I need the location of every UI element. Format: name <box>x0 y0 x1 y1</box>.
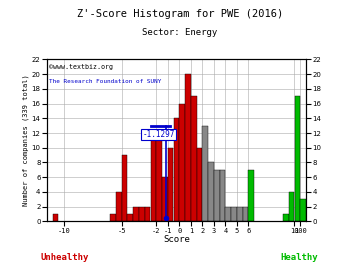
Bar <box>53 214 58 221</box>
Bar <box>248 170 254 221</box>
Bar <box>220 170 225 221</box>
Bar <box>243 207 248 221</box>
Bar <box>122 155 127 221</box>
Bar <box>127 214 133 221</box>
Bar <box>202 126 208 221</box>
Bar <box>197 148 202 221</box>
Bar <box>145 207 150 221</box>
Y-axis label: Number of companies (339 total): Number of companies (339 total) <box>22 75 29 206</box>
Text: Healthy: Healthy <box>280 253 318 262</box>
Bar <box>150 133 156 221</box>
Bar <box>174 118 179 221</box>
Bar <box>294 96 300 221</box>
Bar <box>231 207 237 221</box>
Text: Unhealthy: Unhealthy <box>41 253 89 262</box>
Bar <box>110 214 116 221</box>
Text: -1.1297: -1.1297 <box>143 130 175 139</box>
Bar <box>225 207 231 221</box>
Bar <box>283 214 289 221</box>
Bar <box>162 177 168 221</box>
Bar <box>300 199 306 221</box>
Bar <box>237 207 243 221</box>
Bar <box>156 140 162 221</box>
Bar <box>139 207 145 221</box>
Bar <box>208 163 214 221</box>
Bar <box>133 207 139 221</box>
Bar <box>214 170 220 221</box>
Text: Z'-Score Histogram for PWE (2016): Z'-Score Histogram for PWE (2016) <box>77 9 283 19</box>
Bar <box>289 192 294 221</box>
Bar <box>116 192 122 221</box>
Text: Sector: Energy: Sector: Energy <box>142 28 218 37</box>
Bar <box>191 96 197 221</box>
Text: The Research Foundation of SUNY: The Research Foundation of SUNY <box>49 79 162 84</box>
Bar <box>185 74 191 221</box>
X-axis label: Score: Score <box>163 235 190 244</box>
Bar <box>168 148 174 221</box>
Bar <box>179 104 185 221</box>
Text: ©www.textbiz.org: ©www.textbiz.org <box>49 64 113 70</box>
